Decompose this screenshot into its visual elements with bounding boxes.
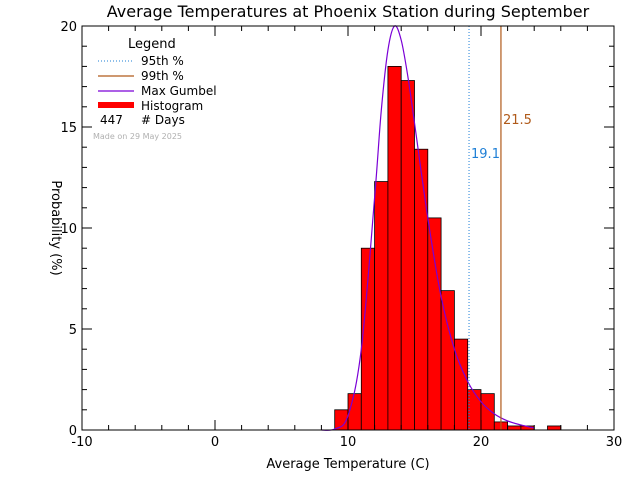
legend-95-label: 95th % [141, 54, 184, 68]
legend-days-label: # Days [141, 113, 185, 127]
gumbel-curve [321, 25, 535, 431]
y-tick-label: 20 [60, 20, 77, 35]
y-tick-label: 0 [69, 424, 77, 439]
histogram-bar [387, 66, 402, 431]
percentile-95-label: 19.1 [471, 147, 500, 162]
histogram-bar [467, 389, 482, 431]
legend-title: Legend [128, 37, 176, 52]
x-tick-label: 0 [211, 435, 219, 450]
percentile-layer: 19.1 21.5 [468, 26, 532, 430]
histogram-bar [374, 181, 389, 431]
histogram-bar [440, 290, 455, 431]
histogram-bar [507, 425, 522, 431]
legend-histogram-swatch [98, 102, 134, 108]
chart-title: Average Temperatures at Phoenix Station … [107, 2, 590, 21]
gumbel-layer [321, 25, 535, 431]
histogram-bar [400, 80, 415, 431]
y-tick-label: 15 [60, 121, 77, 136]
histogram-bar [453, 338, 469, 431]
histogram-bar [347, 393, 362, 431]
legend-histogram-label: Histogram [141, 99, 203, 113]
histogram-bar [547, 425, 562, 431]
made-on-note: Made on 29 May 2025 [93, 132, 182, 141]
legend: Legend 95th % 99th % Max Gumbel Histogra… [93, 37, 217, 141]
x-tick-label: -10 [71, 435, 92, 450]
x-tick-label: 20 [473, 435, 490, 450]
histogram-bars [334, 66, 562, 431]
x-tick-label: 10 [340, 435, 357, 450]
histogram-bar [427, 217, 442, 431]
legend-99-label: 99th % [141, 69, 184, 83]
y-tick-label: 5 [69, 323, 77, 338]
y-tick-label: 10 [60, 222, 77, 237]
histogram-bar [414, 148, 429, 431]
legend-gumbel-label: Max Gumbel [141, 84, 217, 98]
legend-day-count: 447 [100, 113, 123, 127]
y-axis-label: Probability (%) [48, 180, 63, 275]
x-tick-label: 30 [606, 435, 623, 450]
percentile-99-label: 21.5 [503, 113, 532, 128]
x-axis-label: Average Temperature (C) [266, 457, 429, 472]
